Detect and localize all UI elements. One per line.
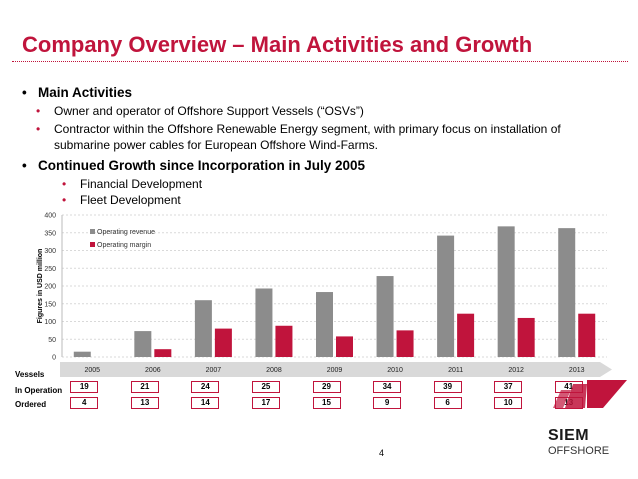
in-operation-count: 24 [191, 381, 220, 393]
bar-operating-margin [214, 328, 232, 357]
bar-operating-revenue [558, 228, 576, 357]
y-tick-label: 0 [52, 355, 56, 362]
logo-sub: OFFSHORE [548, 445, 610, 457]
legend-label: Operating margin [97, 242, 151, 249]
ordered-count: 17 [251, 397, 280, 409]
y-tick-label: 150 [44, 301, 56, 308]
sail-logo-icon [553, 380, 627, 408]
growth-item: • Fleet Development [62, 193, 181, 207]
x-tick-label: 2006 [145, 367, 161, 374]
bar-operating-margin [517, 317, 535, 357]
x-tick-label: 2005 [84, 367, 100, 374]
in-operation-count: 37 [494, 381, 523, 393]
bar-operating-revenue [194, 300, 212, 357]
main-activity-item: • Contractor within the Offshore Renewabl… [36, 122, 561, 136]
y-tick-label: 250 [44, 266, 56, 273]
in-operation-count: 29 [312, 381, 341, 393]
bullet-icon: • [36, 104, 41, 118]
ordered-count: 9 [373, 397, 402, 409]
section-heading-growth: • Continued Growth since Incorporation in… [22, 158, 366, 173]
ordered-count: 4 [70, 397, 99, 409]
bar-operating-revenue [437, 235, 455, 357]
x-tick-label: 2009 [327, 367, 343, 374]
in-operation-count: 39 [433, 381, 462, 393]
bar-operating-revenue [73, 351, 91, 357]
legend-swatch [90, 229, 95, 234]
bar-operating-margin [578, 313, 596, 357]
bar-operating-margin [275, 325, 293, 357]
ordered-count: 6 [433, 397, 462, 409]
ordered-count: 15 [312, 397, 341, 409]
bar-operating-margin [396, 330, 414, 357]
timeline-arrow [60, 362, 612, 377]
bullet-icon: • [22, 85, 27, 100]
bullet-icon: • [62, 177, 67, 191]
main-activity-item: • Owner and operator of Offshore Support … [36, 104, 364, 118]
bar-operating-margin [154, 349, 172, 357]
ordered-count: 13 [130, 397, 159, 409]
x-tick-label: 2008 [266, 367, 282, 374]
section-heading-main-activities: • Main Activities [22, 85, 133, 100]
y-tick-label: 50 [48, 337, 56, 344]
bar-operating-margin [336, 336, 353, 357]
x-tick-label: 2013 [569, 367, 585, 374]
x-tick-label: 2011 [448, 367, 463, 374]
bar-operating-revenue [316, 292, 333, 357]
legend-label: Operating revenue [97, 229, 155, 236]
in-operation-count: 25 [251, 381, 280, 393]
growth-item: • Financial Development [62, 177, 203, 191]
y-tick-label: 350 [44, 230, 56, 237]
bar-operating-revenue [134, 331, 152, 357]
slide-title: Company Overview – Main Activities and G… [22, 32, 533, 57]
ordered-count: 14 [191, 397, 220, 409]
y-axis-label: Figures in USD million [37, 249, 44, 324]
vessels-heading: Vessels [15, 370, 45, 379]
page-number: 4 [379, 448, 385, 458]
bullet-icon: • [22, 158, 27, 173]
in-operation-label: In Operation [15, 386, 63, 395]
x-tick-label: 2010 [387, 367, 403, 374]
logo-brand: SIEM [548, 427, 590, 444]
bar-operating-margin [457, 313, 475, 357]
ordered-label: Ordered [15, 400, 47, 409]
y-tick-label: 400 [44, 213, 56, 220]
in-operation-count: 21 [130, 381, 159, 393]
bar-operating-revenue [376, 276, 394, 357]
bar-operating-revenue [255, 288, 273, 357]
in-operation-count: 19 [70, 381, 99, 393]
in-operation-count: 34 [373, 381, 402, 393]
y-tick-label: 200 [44, 284, 56, 291]
bar-operating-revenue [497, 226, 515, 357]
x-tick-label: 2007 [206, 367, 222, 374]
bullet-icon: • [62, 193, 67, 207]
title-divider [12, 61, 628, 62]
x-tick-label: 2012 [508, 367, 524, 374]
y-tick-label: 100 [44, 319, 56, 326]
bullet-icon: • [36, 122, 41, 136]
legend-swatch [90, 242, 95, 247]
main-activity-item-continued: submarine power cables for European Offs… [54, 138, 378, 152]
ordered-count: 10 [494, 397, 523, 409]
y-tick-label: 300 [44, 248, 56, 255]
